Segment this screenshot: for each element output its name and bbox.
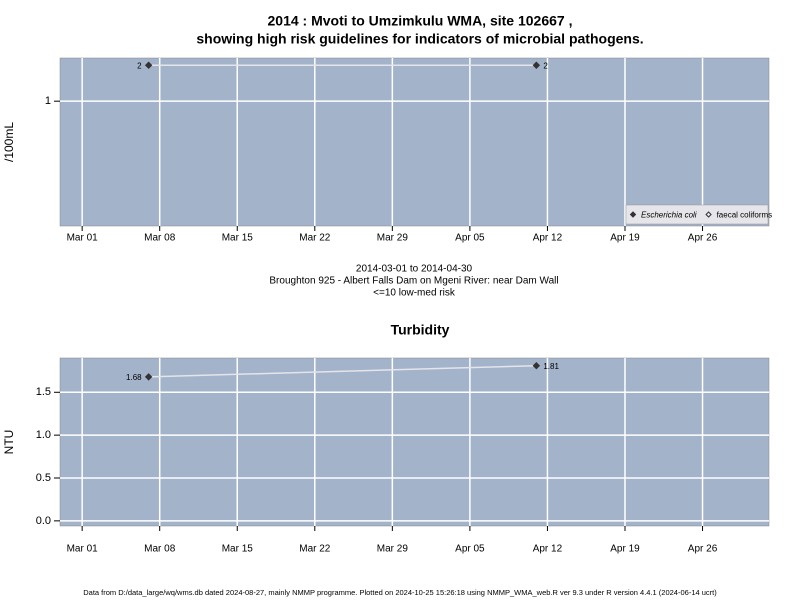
x-tick-label: Apr 26 [688, 544, 718, 555]
x-tick-label: Mar 22 [299, 544, 331, 555]
legend-marker [629, 211, 637, 218]
data-label: 1.81 [543, 362, 559, 371]
subtitle: Broughton 925 - Albert Falls Dam on Mgen… [269, 276, 558, 287]
x-tick-label: Apr 05 [455, 544, 485, 555]
data-point [532, 61, 541, 69]
data-point [532, 362, 541, 370]
x-tick-label: Mar 01 [67, 233, 99, 244]
legend-box [625, 204, 769, 225]
data-point [144, 373, 153, 381]
legend-marker [705, 211, 712, 218]
x-tick-label: Apr 12 [533, 544, 563, 555]
legend-label: Escherichia coli [641, 211, 697, 220]
plot-area [59, 57, 770, 227]
x-tick-label: Apr 19 [610, 233, 640, 244]
y-tick-label: 1.5 [36, 386, 51, 398]
y-tick-label: 1 [45, 95, 51, 107]
y-tick-label: 0.5 [36, 472, 51, 484]
legend-label: faecal coliforms [717, 211, 773, 220]
x-tick-label: Mar 15 [222, 544, 254, 555]
data-label: 2 [137, 61, 142, 70]
subtitle: <=10 low-med risk [373, 288, 456, 299]
x-tick-label: Apr 19 [610, 544, 640, 555]
chart-title: 2014 : Mvoti to Umzimkulu WMA, site 1026… [268, 13, 573, 29]
x-tick-label: Mar 22 [299, 233, 331, 244]
x-tick-label: Mar 29 [377, 233, 409, 244]
x-tick-label: Mar 29 [377, 544, 409, 555]
data-label: 1.68 [126, 373, 142, 382]
x-tick-label: Apr 26 [688, 233, 718, 244]
x-tick-label: Mar 08 [144, 233, 176, 244]
x-tick-label: Mar 15 [222, 233, 254, 244]
y-axis-label: NTU [2, 430, 16, 455]
x-tick-label: Mar 08 [144, 544, 176, 555]
chart-title: showing high risk guidelines for indicat… [196, 31, 643, 47]
plot-area [59, 357, 770, 527]
footer: Data from D:/data_large/wq/wms.db dated … [83, 588, 717, 597]
y-tick-label: 0.0 [36, 515, 51, 527]
data-label: 2 [543, 61, 548, 70]
subtitle: 2014-03-01 to 2014-04-30 [356, 264, 473, 275]
y-axis-label: /100mL [2, 122, 16, 162]
y-tick-label: 1.0 [36, 429, 51, 441]
x-tick-label: Mar 01 [67, 544, 99, 555]
series-line [148, 364, 537, 378]
data-point [144, 61, 153, 69]
x-tick-label: Apr 05 [455, 233, 485, 244]
x-tick-label: Apr 12 [533, 233, 563, 244]
chart-title: Turbidity [391, 322, 450, 338]
